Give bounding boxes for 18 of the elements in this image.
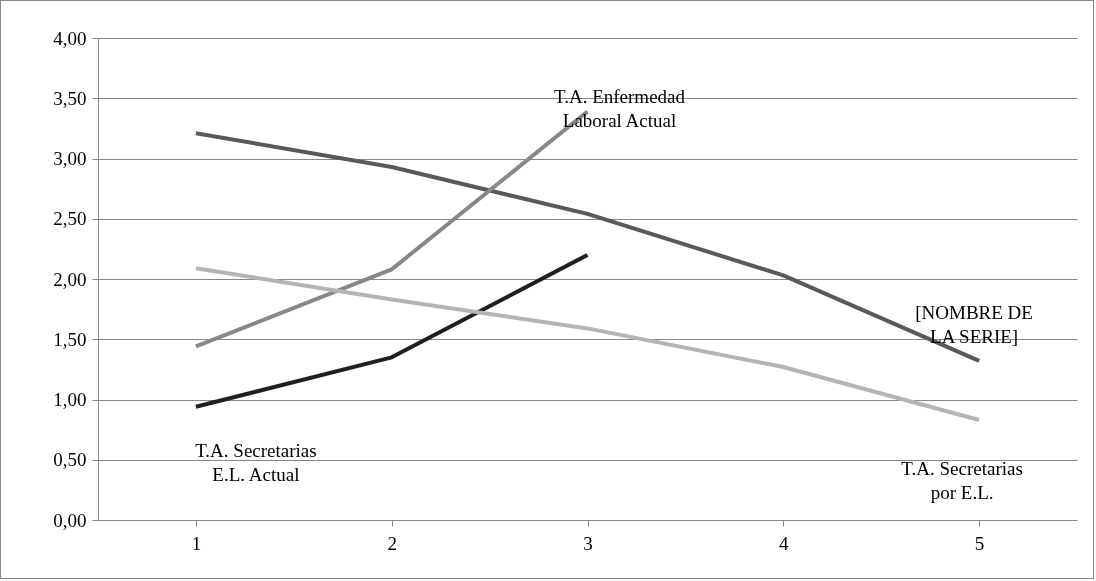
y-tick-label: 0,00 bbox=[53, 509, 87, 531]
x-tick-label: 3 bbox=[583, 532, 593, 554]
series-label: [NOMBRE DE LA SERIE] bbox=[915, 301, 1033, 347]
x-tick-label: 1 bbox=[191, 532, 202, 554]
text: T.A. Secretarias por E.L. bbox=[901, 457, 1023, 503]
y-tick-label: 2,50 bbox=[53, 208, 87, 230]
y-tick-label: 0,50 bbox=[53, 449, 87, 471]
x-tick-label: 5 bbox=[974, 532, 985, 554]
y-tick-label: 3,00 bbox=[53, 148, 87, 169]
series-label: T.A. Enfermedad Laboral Actual bbox=[553, 85, 686, 131]
y-tick-label: 1,50 bbox=[53, 328, 87, 350]
y-tick-label: 4,00 bbox=[53, 27, 87, 49]
y-tick-label: 2,00 bbox=[53, 268, 87, 290]
x-tick-label: 4 bbox=[779, 532, 790, 554]
x-tick-label: 2 bbox=[387, 532, 397, 554]
series-label: T.A. Secretarias E.L. Actual bbox=[195, 439, 317, 485]
y-tick-label: 3,50 bbox=[53, 87, 87, 109]
y-tick-label: 1,00 bbox=[53, 389, 87, 410]
